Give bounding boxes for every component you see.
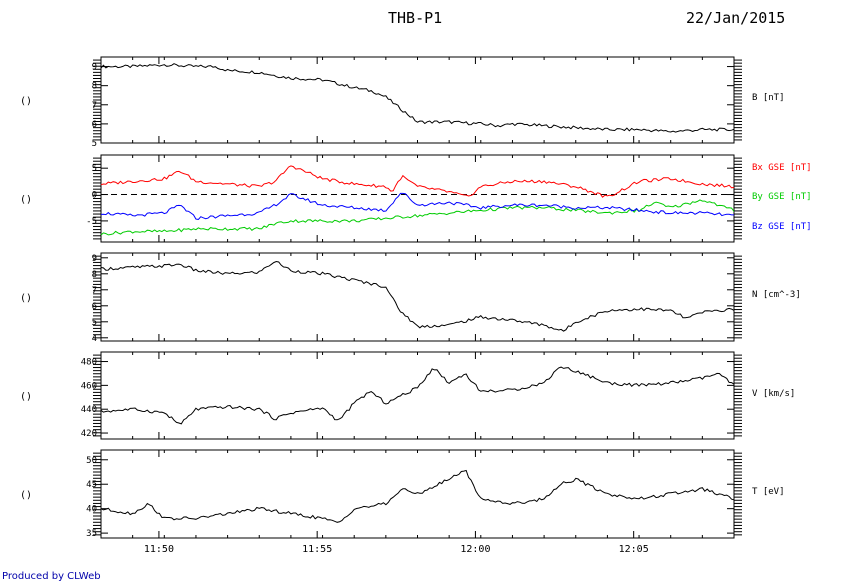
footer-credit: Produced by CLWeb <box>2 571 101 582</box>
series-line-by-gse-nt- <box>100 199 735 236</box>
ytick-label: 420 <box>81 429 97 439</box>
panel-4-left-label: () <box>20 392 32 403</box>
panel-1-left-label: () <box>20 96 32 107</box>
page-title: THB-P1 <box>388 9 443 27</box>
ytick-label: 35 <box>86 529 97 539</box>
ytick-label: 5 <box>92 164 97 174</box>
series-label: By GSE [nT] <box>752 192 812 202</box>
series-label: T [eV] <box>752 487 785 497</box>
ytick-label: 440 <box>81 405 97 415</box>
series-label: V [km/s] <box>752 389 795 399</box>
ytick-label: 5 <box>92 318 97 328</box>
series-line-bz-gse-nt- <box>100 192 734 221</box>
xtick-label: 11:50 <box>144 544 174 555</box>
series-label: B [nT] <box>752 93 785 103</box>
panel-2-frame <box>100 154 735 243</box>
ytick-label: 50 <box>86 456 97 466</box>
series-label: Bz GSE [nT] <box>752 222 812 232</box>
ytick-label: 460 <box>81 381 97 391</box>
series-line-v-km-s- <box>100 366 735 425</box>
series-line-t-ev- <box>100 469 735 523</box>
xtick-label: 12:05 <box>619 544 649 555</box>
panel-3-left-label: () <box>20 293 32 304</box>
ytick-label: 5 <box>92 139 97 149</box>
panel-4-frame <box>100 351 735 440</box>
ytick-label: 40 <box>86 505 97 515</box>
panel-5-left-label: () <box>20 490 32 501</box>
panel-3-frame <box>100 252 735 342</box>
series-label: N [cm^-3] <box>752 290 801 300</box>
xtick-label: 11:55 <box>302 544 332 555</box>
ytick-label: -5 <box>86 217 97 227</box>
series-line-b-nt- <box>100 63 735 133</box>
panel-5-frame <box>100 449 735 539</box>
ytick-label: 45 <box>86 480 97 490</box>
panel-2-left-label: () <box>20 195 32 206</box>
ytick-label: 9 <box>92 63 97 73</box>
series-line-bx-gse-nt- <box>100 165 735 198</box>
date-label: 22/Jan/2015 <box>686 9 786 27</box>
ytick-label: 480 <box>81 358 97 368</box>
series-label: Bx GSE [nT] <box>752 163 812 173</box>
ytick-label: 4 <box>92 334 97 344</box>
ytick-label: 8 <box>92 82 97 92</box>
xtick-label: 12:00 <box>460 544 490 555</box>
series-line-n-cm- <box>100 260 735 332</box>
